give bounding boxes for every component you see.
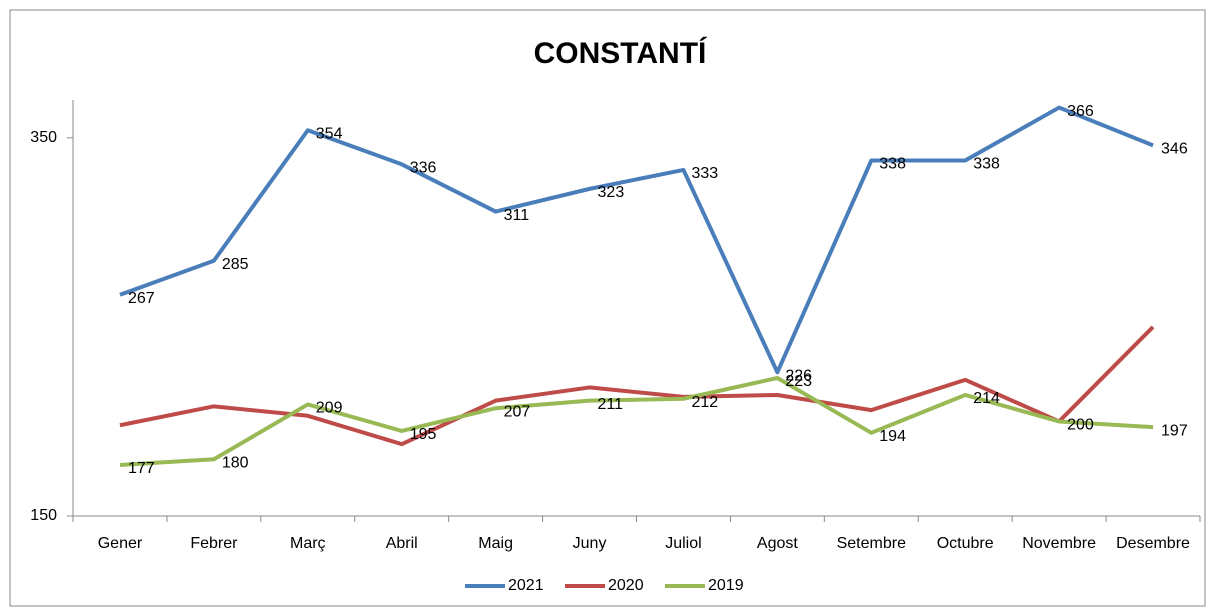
y-tick-label: 350 xyxy=(30,129,57,146)
data-label: 177 xyxy=(128,460,155,477)
chart-frame xyxy=(9,9,1206,607)
x-tick-label: Setembre xyxy=(837,535,906,552)
data-label: 311 xyxy=(504,207,530,224)
legend-label: 2021 xyxy=(508,577,544,594)
x-tick-label: Juny xyxy=(573,535,607,552)
series-line xyxy=(119,105,1154,375)
data-label: 223 xyxy=(785,373,812,390)
x-tick-label: Agost xyxy=(757,535,798,552)
data-label: 212 xyxy=(691,394,718,411)
data-label: 354 xyxy=(316,125,343,142)
x-tick-label: Febrer xyxy=(190,535,238,552)
data-label: 333 xyxy=(691,165,718,182)
data-label: 211 xyxy=(598,396,624,413)
data-label: 207 xyxy=(504,403,531,420)
x-tick-label: Juliol xyxy=(665,535,701,552)
x-tick-label: Novembre xyxy=(1022,535,1096,552)
data-label: 366 xyxy=(1067,103,1094,120)
data-label: 200 xyxy=(1067,417,1094,434)
data-label: 346 xyxy=(1161,141,1188,158)
legend-label: 2019 xyxy=(708,577,744,594)
x-tick-label: Març xyxy=(290,535,326,552)
data-label: 197 xyxy=(1161,422,1188,439)
data-label: 209 xyxy=(316,400,343,417)
chart-title: CONSTANTÍ xyxy=(534,36,707,70)
data-label: 336 xyxy=(410,160,437,177)
data-label: 323 xyxy=(598,184,625,201)
series-line xyxy=(119,375,1154,467)
data-label: 194 xyxy=(879,428,906,445)
data-label: 195 xyxy=(410,426,437,443)
x-tick-label: Maig xyxy=(478,535,513,552)
data-label: 338 xyxy=(973,156,1000,173)
data-label: 226 xyxy=(785,368,812,385)
x-tick-label: Octubre xyxy=(937,535,994,552)
legend-label: 2020 xyxy=(608,577,644,594)
x-tick-label: Gener xyxy=(98,535,143,552)
data-label: 338 xyxy=(879,156,906,173)
data-label: 267 xyxy=(128,290,155,307)
data-label: 180 xyxy=(222,454,249,471)
y-tick-label: 150 xyxy=(30,507,57,524)
x-tick-label: Abril xyxy=(386,535,418,552)
data-label: 214 xyxy=(973,390,1000,407)
data-label: 285 xyxy=(222,256,249,273)
x-tick-label: Desembre xyxy=(1116,535,1190,552)
